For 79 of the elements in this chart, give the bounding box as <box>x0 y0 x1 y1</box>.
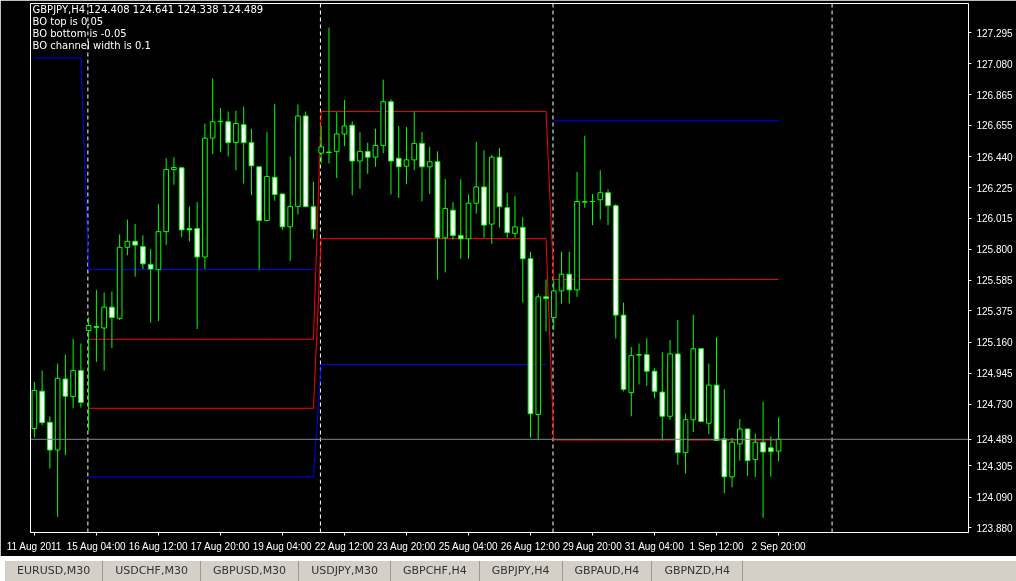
x-tick-label: 2 Sep 20:00 <box>751 540 806 552</box>
x-tick-label: 31 Aug 04:00 <box>624 540 685 552</box>
annotation: BO bottom is -0.05 <box>32 27 127 39</box>
candlestick <box>140 234 146 270</box>
ref-line-label: 124.489 <box>976 434 1014 446</box>
y-tick-label: 124.945 <box>976 368 1014 380</box>
candlestick <box>651 367 658 399</box>
candlestick <box>597 169 604 221</box>
candlestick <box>225 110 231 158</box>
candlestick <box>419 131 425 202</box>
y-tick-label: 126.225 <box>976 182 1014 194</box>
x-tick-label: 29 Aug 20:00 <box>562 540 623 552</box>
x-tick-label: 16 Aug 12:00 <box>128 540 189 552</box>
x-tick-label: 15 Aug 04:00 <box>66 540 127 552</box>
y-tick-label: 123.880 <box>976 522 1014 534</box>
candlestick <box>566 251 573 305</box>
candlestick <box>543 278 549 332</box>
annotation: BO channel width is 0.1 <box>32 39 151 51</box>
candlestick <box>109 291 115 349</box>
candlestick <box>558 251 565 305</box>
text: USDJPY,M30 <box>299 561 391 581</box>
candlestick <box>512 195 518 239</box>
text: GBPCHF,H4 <box>390 561 480 581</box>
candlestick <box>124 219 131 256</box>
y-tick-label: 124.305 <box>976 460 1014 472</box>
text: USDCHF,M30 <box>103 561 201 581</box>
text: GBPUSD,M30 <box>200 561 300 581</box>
candlestick <box>240 106 247 184</box>
x-tick-label: 1 Sep 12:00 <box>689 540 744 552</box>
candlestick <box>209 78 216 155</box>
y-tick-label: 124.090 <box>976 492 1014 504</box>
candlestick <box>581 135 588 209</box>
y-tick-label: 126.655 <box>976 120 1014 132</box>
y-tick-label: 127.295 <box>976 27 1014 39</box>
annotation: BO top is 0.05 <box>32 15 104 27</box>
candlestick <box>357 131 363 190</box>
y-tick-label: 126.440 <box>976 151 1014 163</box>
y-tick-label: 124.730 <box>976 399 1014 411</box>
candlestick <box>333 111 340 179</box>
candlestick <box>287 156 294 262</box>
y-tick-label: 125.800 <box>976 244 1014 256</box>
candlestick <box>132 223 138 278</box>
y-tick-label: 125.585 <box>976 275 1014 287</box>
candlestick <box>171 156 177 186</box>
y-tick-label: 126.015 <box>976 213 1014 225</box>
x-tick-label: 11 Aug 2011 <box>6 540 62 552</box>
candlestick <box>248 128 255 196</box>
x-tick-label: 26 Aug 12:00 <box>500 540 561 552</box>
candlestick <box>341 99 348 147</box>
candlestick <box>636 343 642 385</box>
candlestick <box>233 110 239 171</box>
candlestick <box>411 110 418 171</box>
candlestick <box>318 125 325 164</box>
text: GBPAUD,H4 <box>562 561 653 581</box>
candlestick <box>310 181 317 240</box>
candlestick <box>605 188 611 226</box>
y-tick-label: 126.865 <box>976 89 1014 101</box>
candlestick <box>426 146 433 195</box>
x-tick-label: 19 Aug 04:00 <box>252 540 313 552</box>
y-tick-label: 125.375 <box>976 305 1014 317</box>
text: EURUSD,M30 <box>5 561 104 581</box>
candlestick <box>457 178 464 260</box>
candlestick <box>775 416 782 462</box>
candlestick <box>760 401 766 519</box>
y-tick-label: 127.080 <box>976 58 1014 70</box>
chart-title: GBPJPY,H4 124.408 124.641 124.338 124.489 <box>32 3 264 15</box>
x-tick-label: 23 Aug 20:00 <box>376 540 437 552</box>
candlestick <box>736 418 743 462</box>
y-tick-label: 125.160 <box>976 337 1014 349</box>
text: GBPNZD,H4 <box>652 561 744 581</box>
candlestick <box>643 337 650 387</box>
candlestick <box>473 141 480 215</box>
candlestick <box>326 27 332 164</box>
x-tick-label: 22 Aug 12:00 <box>314 540 375 552</box>
candlestick <box>101 292 107 372</box>
candlestick <box>768 435 774 478</box>
x-tick-label: 17 Aug 20:00 <box>190 540 251 552</box>
x-tick-label: 25 Aug 04:00 <box>438 540 499 552</box>
text: GBPJPY,H4 <box>479 561 563 581</box>
